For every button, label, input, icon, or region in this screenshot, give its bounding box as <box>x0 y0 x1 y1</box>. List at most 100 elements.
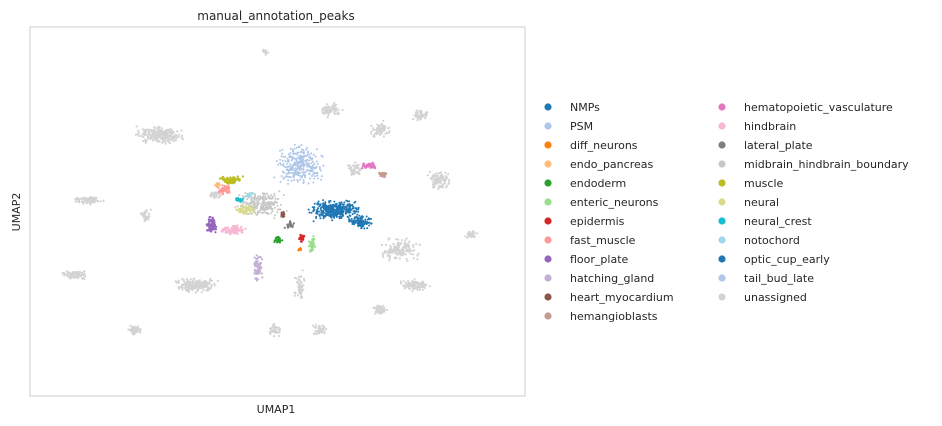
scatter-point <box>296 294 299 297</box>
scatter-point <box>225 226 229 229</box>
scatter-point <box>351 204 353 207</box>
scatter-point <box>213 196 216 200</box>
scatter-point <box>285 172 288 175</box>
scatter-point <box>382 256 385 259</box>
scatter-point <box>422 280 425 284</box>
scatter-point <box>293 294 296 297</box>
scatter-point <box>372 163 375 166</box>
scatter-point <box>287 179 290 182</box>
scatter-point <box>172 131 175 134</box>
scatter-point <box>83 277 86 280</box>
scatter-point <box>253 195 256 197</box>
scatter-point <box>379 124 382 127</box>
scatter-point <box>379 173 382 176</box>
scatter-point <box>445 176 448 179</box>
scatter-point <box>260 212 263 214</box>
scatter-point <box>279 203 282 206</box>
scatter-point <box>348 220 351 223</box>
scatter-point <box>182 283 185 286</box>
scatter-point <box>419 282 423 286</box>
scatter-point <box>175 134 178 137</box>
scatter-point <box>189 282 193 285</box>
scatter-point <box>311 247 314 250</box>
scatter-point <box>296 153 299 156</box>
chart-title: manual_annotation_peaks <box>197 9 354 23</box>
scatter-point <box>382 304 385 307</box>
scatter-point <box>302 238 305 241</box>
scatter-point <box>240 231 243 234</box>
scatter-point <box>265 49 268 52</box>
scatter-point <box>65 270 68 273</box>
scatter-point <box>207 286 210 289</box>
scatter-point <box>149 208 152 211</box>
scatter-point <box>210 279 214 282</box>
scatter-point <box>405 237 408 240</box>
scatter-point <box>214 193 217 196</box>
scatter-point <box>332 103 335 106</box>
scatter-point <box>316 209 319 212</box>
scatter-point <box>381 172 384 175</box>
scatter-point <box>322 209 325 212</box>
scatter-point <box>435 175 438 178</box>
scatter-point <box>308 169 311 172</box>
scatter-point <box>295 173 298 176</box>
scatter-point <box>412 245 415 248</box>
scatter-point <box>385 251 388 254</box>
scatter-point <box>341 109 344 112</box>
scatter-point <box>85 202 88 205</box>
scatter-point <box>419 112 422 115</box>
scatter-point <box>167 139 170 142</box>
scatter-point <box>361 167 364 170</box>
scatter-point <box>353 164 356 168</box>
scatter-point <box>264 53 267 56</box>
scatter-point <box>432 183 435 186</box>
legend-marker <box>718 198 726 206</box>
scatter-point <box>208 282 211 286</box>
scatter-point <box>127 328 130 331</box>
scatter-point <box>269 327 272 330</box>
scatter-point <box>376 123 379 126</box>
scatter-point <box>385 243 388 246</box>
scatter-point <box>284 160 287 163</box>
scatter-point <box>180 129 183 132</box>
scatter-point <box>160 136 163 140</box>
scatter-point <box>349 168 353 171</box>
scatter-point <box>439 185 442 189</box>
legend-marker <box>718 160 726 168</box>
scatter-point <box>197 287 200 290</box>
scatter-point <box>352 220 355 223</box>
scatter-point <box>308 172 311 175</box>
scatter-point <box>164 137 167 140</box>
scatter-point <box>244 201 246 204</box>
scatter-point <box>210 191 213 194</box>
scatter-point <box>368 224 371 227</box>
scatter-point <box>74 275 77 279</box>
scatter-point <box>312 173 315 176</box>
scatter-point <box>323 325 326 328</box>
scatter-point <box>214 228 217 231</box>
scatter-point <box>227 231 230 234</box>
scatter-point <box>311 324 314 327</box>
scatter-point <box>241 195 244 198</box>
legend-marker <box>718 293 726 301</box>
scatter-point <box>282 194 285 196</box>
scatter-point <box>299 240 302 243</box>
scatter-point <box>330 108 334 111</box>
scatter-point <box>141 133 144 136</box>
scatter-point <box>441 175 444 178</box>
scatter-point <box>440 173 443 176</box>
scatter-point <box>314 166 317 169</box>
scatter-point <box>187 280 190 283</box>
scatter-point <box>265 201 268 204</box>
scatter-point <box>306 165 309 168</box>
scatter-point <box>245 203 247 206</box>
scatter-point <box>398 249 401 252</box>
scatter-point <box>315 148 318 151</box>
scatter-point <box>223 188 226 191</box>
scatter-point <box>362 223 365 226</box>
scatter-point <box>303 279 306 282</box>
scatter-point <box>221 178 224 181</box>
scatter-point <box>232 176 235 179</box>
scatter-point <box>447 173 450 176</box>
scatter-point <box>69 272 72 275</box>
